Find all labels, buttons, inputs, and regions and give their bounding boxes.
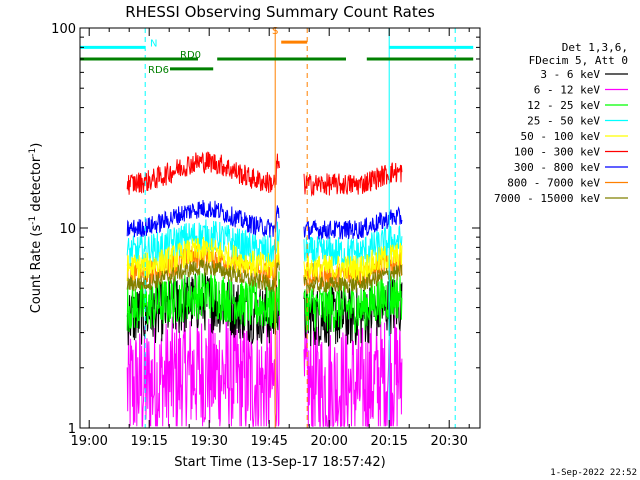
series-line-100-300kev-seg1	[303, 162, 403, 197]
flag-label-n: N	[150, 38, 157, 49]
y-tick-label-0: 1	[68, 422, 76, 437]
x-tick-label-2: 19:30	[190, 434, 227, 449]
legend-label-4: 50 - 100 keV	[521, 130, 601, 143]
x-axis-label: Start Time (13-Sep-17 18:57:42)	[174, 455, 385, 470]
legend: Det 1,3,6, FDecim 5, Att 0 3 - 6 keV 6 - …	[494, 41, 628, 205]
data-layer	[126, 151, 403, 429]
x-tick-label-0: 19:00	[70, 434, 107, 449]
legend-entries: 3 - 6 keV 6 - 12 keV 12 - 25 keV 25 - 50 ke…	[494, 68, 628, 205]
y-tick-label-2: 100	[51, 22, 76, 37]
series-line-6-12kev-seg0	[126, 311, 280, 427]
flag-label-s: S	[272, 26, 278, 37]
series-line-12-25kev-seg1	[303, 275, 403, 334]
series-line-7000-15000kev-seg0	[126, 259, 280, 292]
series-line-300-800kev-seg0	[126, 199, 280, 238]
x-tick-label-6: 20:30	[430, 434, 467, 449]
legend-label-5: 100 - 300 keV	[514, 146, 600, 159]
legend-header-decimation: FDecim 5, Att 0	[529, 54, 628, 67]
legend-label-1: 6 - 12 keV	[534, 84, 601, 97]
series-line-25-50kev-seg0	[126, 219, 280, 268]
legend-header-detectors: Det 1,3,6,	[562, 41, 628, 54]
axis-ticks: 19:00 19:15 19:30 19:45 20:00 20:15 20:30 1 10 10…	[51, 22, 480, 449]
series-line-100-300kev-seg0	[126, 151, 280, 195]
y-tick-label-1: 10	[59, 222, 76, 237]
x-tick-label-4: 20:00	[310, 434, 347, 449]
series-line-25-50kev-seg1	[303, 225, 403, 270]
x-tick-label-1: 19:15	[130, 434, 167, 449]
series-line-50-100kev-seg0	[126, 236, 280, 282]
flag-layer: N RD0 RD6 S	[79, 26, 474, 428]
y-axis-label: Count Rate (s-1 detector-1)	[28, 143, 44, 314]
legend-label-3: 25 - 50 keV	[527, 115, 600, 128]
legend-label-7: 800 - 7000 keV	[507, 177, 600, 190]
legend-label-2: 12 - 25 keV	[527, 99, 600, 112]
timestamp: 1-Sep-2022 22:52	[550, 468, 637, 478]
series-line-6-12kev-seg1	[303, 315, 403, 429]
series-line-3-6kev-seg0	[126, 272, 280, 346]
x-tick-label-5: 20:15	[370, 434, 407, 449]
legend-label-6: 300 - 800 keV	[514, 161, 600, 174]
series-line-300-800kev-seg1	[303, 206, 403, 240]
flag-label-rd6: RD6	[148, 65, 169, 76]
flag-label-rd0: RD0	[180, 50, 201, 61]
series-line-7000-15000kev-seg1	[303, 264, 403, 294]
legend-label-8: 7000 - 15000 keV	[494, 192, 600, 205]
x-tick-label-3: 19:45	[250, 434, 287, 449]
legend-label-0: 3 - 6 keV	[540, 68, 600, 81]
chart-title: RHESSI Observing Summary Count Rates	[125, 3, 435, 21]
